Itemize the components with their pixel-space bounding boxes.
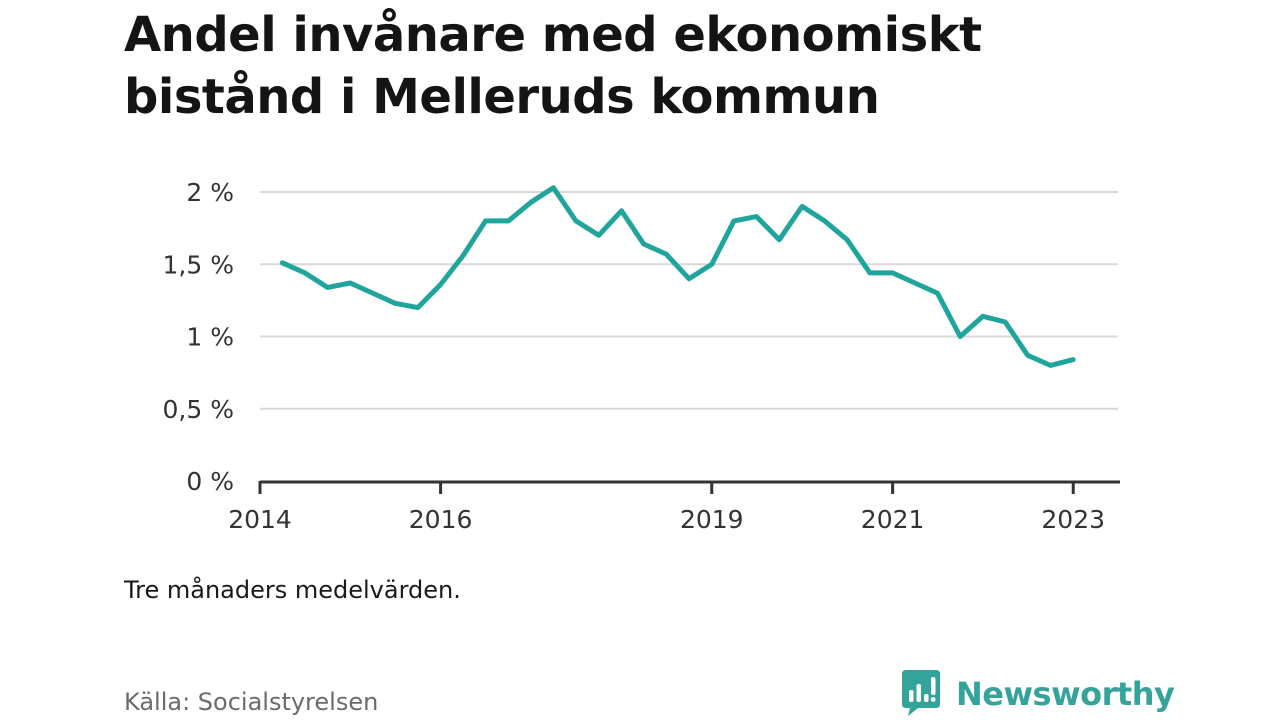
newsworthy-brand: Newsworthy: [900, 670, 1175, 718]
chart-note: Tre månaders medelvärden.: [124, 576, 461, 604]
gridlines: [260, 191, 1118, 410]
series-lines: [279, 185, 1076, 368]
x-tick-label: 2019: [680, 505, 744, 534]
x-axis-ticks: 2014 2016 2019 2021 2023: [228, 481, 1105, 534]
brand-name: Newsworthy: [956, 675, 1175, 713]
y-tick-label: 0,5 %: [163, 395, 234, 424]
y-tick-label: 1,5 %: [163, 250, 234, 279]
x-tick-label: 2014: [228, 505, 292, 534]
series-line: [279, 185, 1076, 368]
y-axis-labels: 0 % 0,5 % 1 % 1,5 % 2 %: [163, 178, 234, 496]
source-label: Källa: Socialstyrelsen: [124, 688, 379, 716]
y-tick-label: 2 %: [186, 178, 234, 207]
x-tick-label: 2021: [861, 505, 925, 534]
newsworthy-logo-icon: [902, 670, 940, 716]
x-tick-label: 2016: [409, 505, 473, 534]
y-tick-label: 1 %: [186, 323, 234, 352]
x-tick-label: 2023: [1041, 505, 1105, 534]
line-chart: 0 % 0,5 % 1 % 1,5 % 2 % 2014 2016 2019 2021 2023: [163, 178, 1120, 534]
y-tick-label: 0 %: [186, 467, 234, 496]
chart-title: Andel invånare med ekonomiskt bistånd i …: [124, 7, 982, 125]
